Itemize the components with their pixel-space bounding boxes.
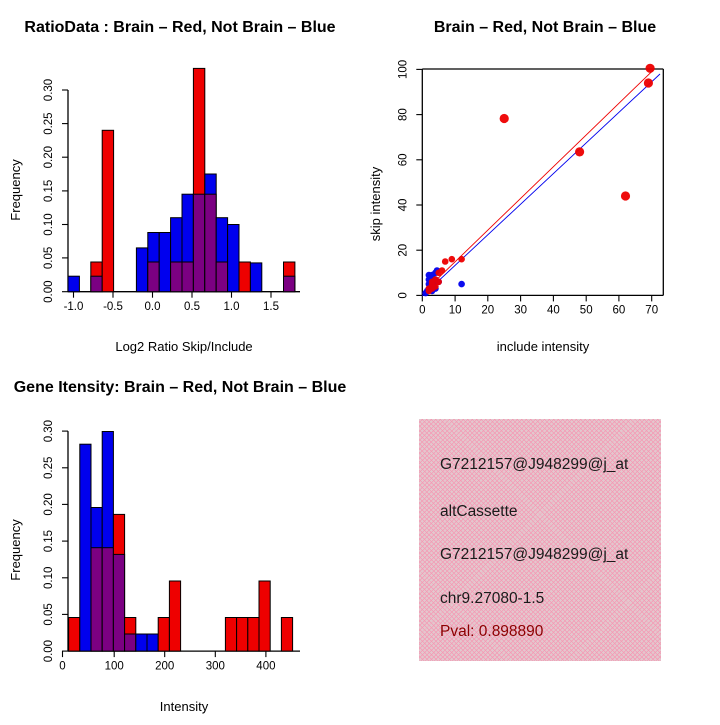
svg-text:100: 100 [105,661,124,673]
svg-text:40: 40 [397,199,409,212]
svg-text:0.15: 0.15 [43,530,55,552]
svg-text:Frequency: Frequency [8,159,23,221]
svg-text:0.05: 0.05 [43,247,55,269]
svg-text:Log2 Ratio Skip/Include: Log2 Ratio Skip/Include [115,339,252,354]
svg-text:0: 0 [419,305,425,317]
svg-text:0.00: 0.00 [43,281,55,303]
svg-text:60: 60 [397,153,409,166]
svg-text:60: 60 [613,305,626,317]
svg-text:0.30: 0.30 [43,420,55,442]
svg-text:include intensity: include intensity [497,339,590,354]
svg-text:0.25: 0.25 [43,112,55,134]
svg-text:-1.0: -1.0 [64,301,84,313]
svg-text:400: 400 [256,661,275,673]
svg-text:RatioData : Brain – Red, Not B: RatioData : Brain – Red, Not Brain – Blu… [24,19,335,36]
svg-text:Gene Itensity: Brain – Red, No: Gene Itensity: Brain – Red, Not Brain – … [14,379,347,396]
svg-text:30: 30 [514,305,527,317]
svg-text:70: 70 [645,305,658,317]
svg-text:0.5: 0.5 [184,301,200,313]
svg-text:10: 10 [449,305,462,317]
svg-text:Frequency: Frequency [8,519,23,581]
svg-text:200: 200 [155,661,174,673]
svg-text:1.5: 1.5 [263,301,279,313]
svg-text:0.05: 0.05 [43,603,55,625]
svg-text:0.15: 0.15 [43,180,55,202]
svg-text:40: 40 [547,305,560,317]
svg-text:skip intensity: skip intensity [368,166,383,241]
svg-text:0.0: 0.0 [145,301,161,313]
svg-text:Brain – Red, Not Brain – Blue: Brain – Red, Not Brain – Blue [434,19,656,36]
svg-text:0.10: 0.10 [43,567,55,589]
svg-text:1.0: 1.0 [224,301,240,313]
svg-text:20: 20 [481,305,494,317]
svg-text:0.30: 0.30 [43,79,55,101]
svg-text:0.20: 0.20 [43,493,55,515]
svg-text:-0.5: -0.5 [103,301,123,313]
svg-text:300: 300 [206,661,225,673]
svg-text:0.00: 0.00 [43,640,55,662]
svg-text:20: 20 [397,244,409,257]
svg-text:Intensity: Intensity [160,699,209,714]
svg-text:0: 0 [59,661,65,673]
svg-text:80: 80 [397,108,409,121]
svg-text:0.10: 0.10 [43,213,55,235]
svg-text:50: 50 [580,305,593,317]
svg-text:0: 0 [397,292,409,298]
svg-text:0.25: 0.25 [43,457,55,479]
svg-text:100: 100 [397,60,409,79]
svg-text:0.20: 0.20 [43,146,55,168]
